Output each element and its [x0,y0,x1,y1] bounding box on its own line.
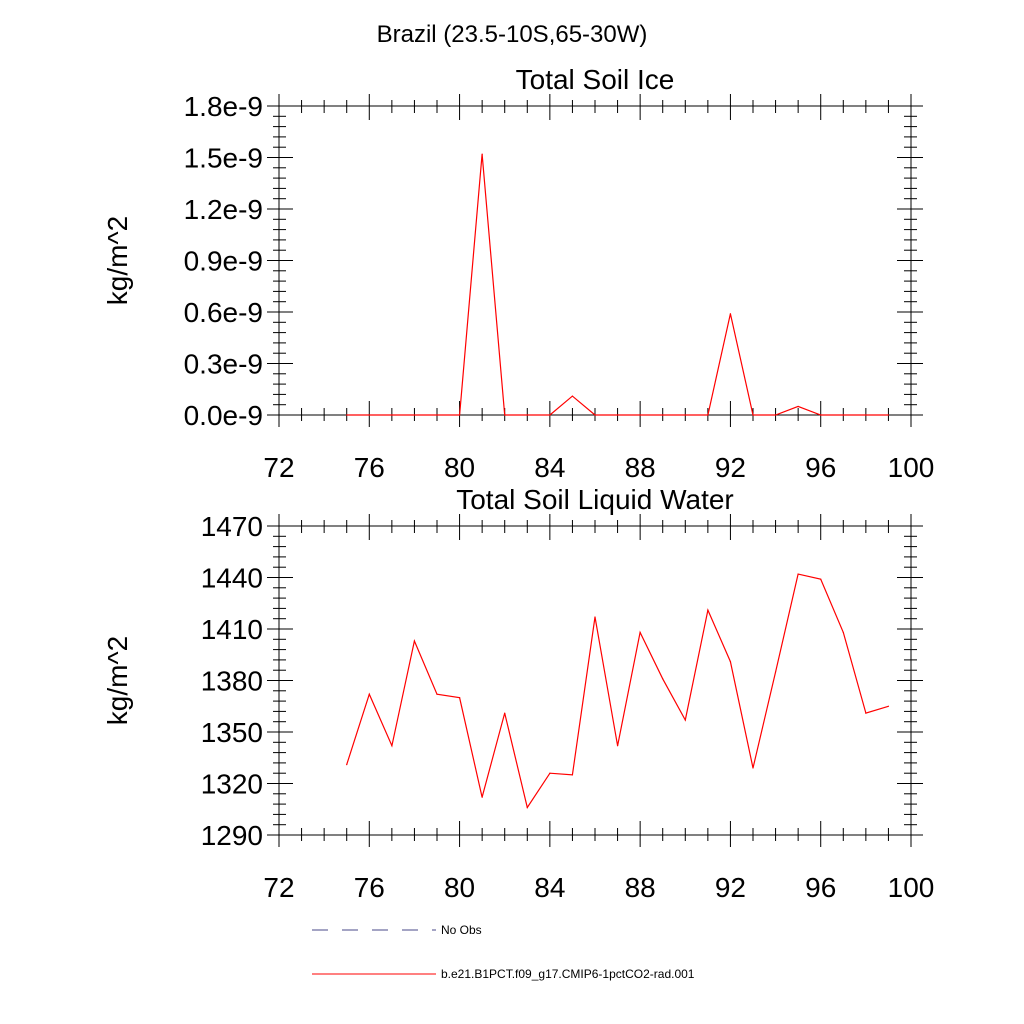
data-point [458,697,461,699]
x-tick-label: 72 [263,872,294,903]
x-tick-label: 92 [715,452,746,483]
y-tick-label: 0.3e-9 [184,349,263,380]
plot-frame [278,105,912,416]
y-tick-label: 1.5e-9 [184,143,263,174]
x-tick-label: 84 [534,872,565,903]
data-point [413,414,416,416]
data-point [413,640,416,642]
data-point [616,745,619,747]
data-point [662,414,664,416]
data-point [729,313,732,315]
x-tick-label: 72 [263,452,294,483]
x-tick-label: 80 [444,872,475,903]
data-point [616,414,619,416]
data-point [797,405,799,408]
data-point [368,414,370,416]
data-point [707,609,709,611]
data-point [346,414,348,416]
data-point [820,414,822,416]
x-tick-label: 88 [625,872,656,903]
y-tick-label: 0.9e-9 [184,246,263,277]
x-tick-label: 76 [354,872,385,903]
data-point [842,631,844,634]
chart-panel-2: Total Soil Liquid Water kg/m^2 72 76 80 84 88 9… [102,484,934,903]
figure-title: Brazil (23.5-10S,65-30W) [377,21,648,48]
data-point [481,796,483,798]
series-line-1 [346,154,889,416]
data-point [887,414,890,416]
data-point [684,719,686,721]
data-point [752,414,754,416]
data-point [571,395,574,397]
y-tick-label: 1470 [201,511,263,542]
data-point [368,693,370,695]
plot-frame [278,525,912,836]
data-point [865,414,867,416]
data-point [797,573,799,575]
y-tick-label: 1320 [201,769,263,800]
legend-label-model-run: b.e21.B1PCT.f09_g17.CMIP6-1pctCO2-rad.00… [441,967,695,981]
y-tick-label: 1290 [201,820,263,851]
data-point [436,693,438,695]
data-point [526,806,528,809]
x-tick-label: 76 [354,452,385,483]
legend-item-no-obs: No Obs [312,923,482,937]
series-line-1 [346,573,889,809]
x-tick-label: 92 [715,872,746,903]
data-point [662,678,664,680]
data-point [549,772,551,774]
data-point [774,671,777,673]
y-tick-label: 1440 [201,563,263,594]
data-point [639,414,641,416]
chart-panel-1: Total Soil Ice kg/m^2 72 76 80 84 88 92 96 100 0.0… [102,64,934,483]
data-point [571,774,574,776]
panels: Total Soil Ice kg/m^2 72 76 80 84 88 92 96 100 0.0… [102,64,934,903]
data-point [549,414,551,416]
x-tick-label: 100 [888,452,935,483]
data-point [842,414,844,416]
y-tick-label: 1.8e-9 [184,91,263,122]
x-tick-label: 84 [534,452,565,483]
data-point [391,414,393,416]
y-tick-label: 1350 [201,717,263,748]
data-point [391,745,393,747]
data-point [504,414,506,416]
data-point [346,764,348,766]
legend: No Obs b.e21.B1PCT.f09_g17.CMIP6-1pctCO2… [312,923,695,981]
data-point [684,414,686,416]
chart-title: Total Soil Liquid Water [456,484,734,515]
x-tick-label: 80 [444,452,475,483]
x-tick-label: 100 [888,872,935,903]
data-point [752,767,754,769]
data-point [865,712,867,714]
chart-title: Total Soil Ice [516,64,675,95]
x-tick-label: 96 [805,452,836,483]
data-point [458,414,461,416]
legend-item-model-run: b.e21.B1PCT.f09_g17.CMIP6-1pctCO2-rad.00… [312,967,695,981]
data-point [639,631,641,634]
y-axis-label: kg/m^2 [102,216,133,305]
y-tick-label: 1380 [201,666,263,697]
data-point [481,153,483,155]
data-point [707,414,709,416]
data-point [504,712,506,714]
y-tick-label: 1410 [201,614,263,645]
data-point [594,616,596,618]
data-point [774,414,777,416]
y-tick-label: 0.6e-9 [184,297,263,328]
y-axis-label: kg/m^2 [102,636,133,725]
data-point [436,414,438,416]
legend-label-no-obs: No Obs [441,923,482,937]
data-point [594,414,596,416]
y-tick-label: 0.0e-9 [184,400,263,431]
x-tick-label: 96 [805,872,836,903]
x-tick-label: 88 [625,452,656,483]
y-tick-label: 1.2e-9 [184,194,263,225]
data-point [526,414,528,416]
data-point [887,705,890,707]
data-point [820,578,822,580]
data-point [729,661,732,663]
